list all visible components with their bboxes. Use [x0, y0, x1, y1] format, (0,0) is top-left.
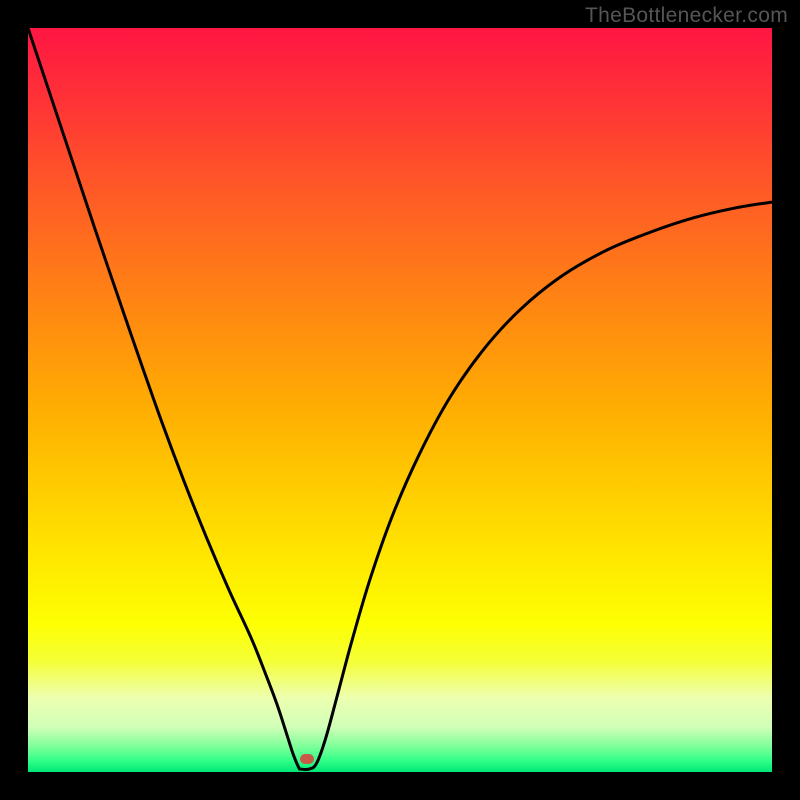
chart-plot-area	[28, 28, 772, 772]
chart-curve	[28, 28, 772, 772]
watermark-text: TheBottlenecker.com	[585, 4, 788, 28]
chart-marker-point	[300, 754, 314, 764]
